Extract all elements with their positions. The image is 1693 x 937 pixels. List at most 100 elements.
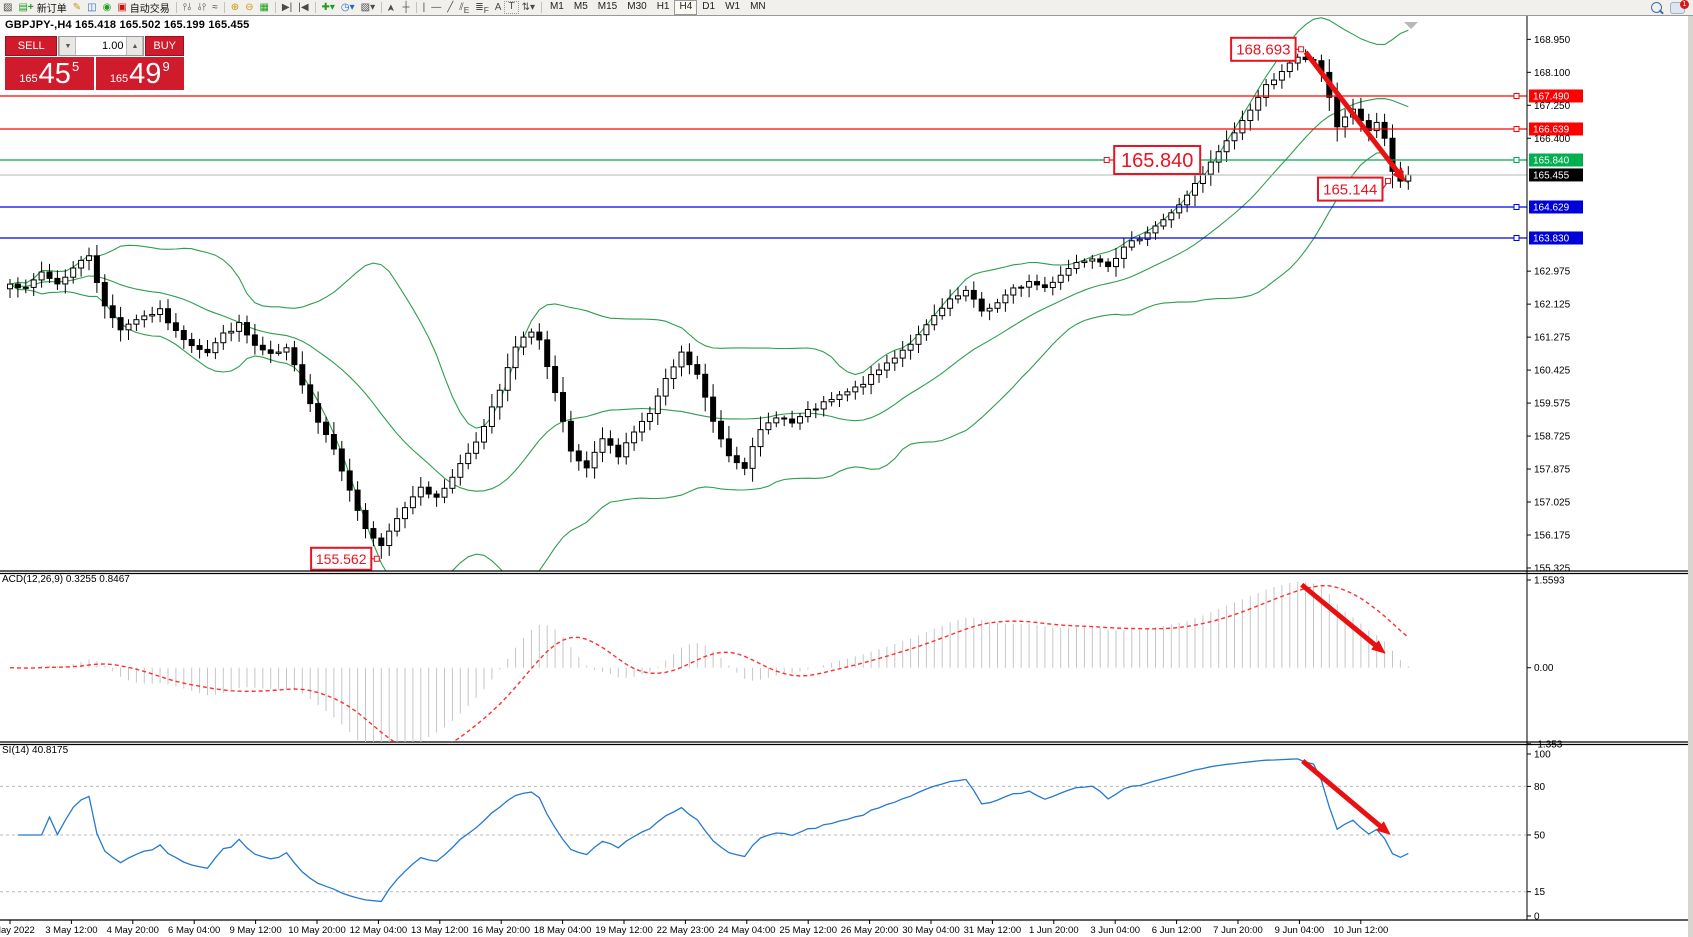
- signal-icon[interactable]: ◉: [102, 1, 112, 13]
- candle: [591, 451, 598, 469]
- candle: [212, 342, 219, 354]
- candle: [1065, 268, 1072, 276]
- chart-shift-icon[interactable]: |◀: [298, 1, 309, 13]
- chat-icon[interactable]: 1: [1670, 0, 1689, 14]
- candle: [836, 394, 843, 400]
- volume-down-spinner[interactable]: ▼: [59, 37, 77, 55]
- cursor-icon[interactable]: ➤: [386, 3, 398, 12]
- line-chart-icon[interactable]: ≈: [212, 1, 218, 13]
- time-label: 3 May 12:00: [45, 925, 97, 936]
- text-label-icon[interactable]: T: [504, 1, 519, 14]
- hline-164.629-tag[interactable]: [1529, 200, 1583, 214]
- autotrade-icon[interactable]: ▣: [117, 1, 127, 13]
- candle: [757, 429, 764, 448]
- timeframe-button-MN[interactable]: MN: [750, 1, 766, 12]
- autotrade-button[interactable]: 自动交易: [129, 4, 170, 15]
- buy-button[interactable]: BUY: [145, 36, 184, 56]
- timeframe-button-M5[interactable]: M5: [573, 1, 588, 12]
- hline-handle[interactable]: [1513, 157, 1520, 163]
- hline-handle[interactable]: [1513, 93, 1520, 99]
- candle: [1405, 174, 1412, 182]
- search-icon[interactable]: [1651, 2, 1662, 13]
- price-trend-arrow[interactable]: [1303, 50, 1403, 178]
- tile-windows-icon[interactable]: ▦: [259, 1, 269, 13]
- price-tick-label: 162.125: [1534, 300, 1571, 311]
- candle: [1373, 121, 1380, 132]
- rsi-trend-arrow[interactable]: [1301, 759, 1387, 832]
- candle: [236, 322, 243, 332]
- candle: [631, 431, 638, 444]
- templates-icon[interactable]: ▧▾: [360, 1, 376, 13]
- annotation-box-165.840[interactable]: [1113, 145, 1202, 175]
- crosshair-icon[interactable]: ┼: [402, 1, 410, 13]
- candle: [1002, 294, 1009, 304]
- auto-scroll-icon[interactable]: ▶|: [281, 1, 293, 13]
- candle: [860, 383, 867, 388]
- sell-button[interactable]: SELL: [5, 36, 58, 56]
- annotation-box-155.562[interactable]: [310, 546, 373, 571]
- time-label: 4 May 20:00: [107, 925, 159, 936]
- bollinger-lower: [9, 152, 1409, 571]
- zoom-in-icon[interactable]: ⊕: [230, 1, 240, 13]
- timeframe-button-M15[interactable]: M15: [597, 1, 618, 12]
- channel-icon[interactable]: ⫽E: [459, 1, 470, 15]
- candle: [409, 496, 416, 509]
- annotation-box-165.144[interactable]: [1317, 176, 1384, 202]
- price-tick-label: 166.400: [1534, 134, 1571, 145]
- candle: [702, 373, 709, 398]
- rsi-axis-label: 0: [1534, 912, 1540, 923]
- hline-handle[interactable]: [1513, 204, 1520, 210]
- candle: [1239, 120, 1246, 134]
- volume-up-spinner[interactable]: ▲: [126, 37, 144, 55]
- bar-chart-icon[interactable]: ⫯⫰: [182, 1, 192, 13]
- candle: [725, 438, 732, 457]
- indicators-icon[interactable]: ✚▾: [321, 1, 335, 13]
- candle: [1073, 262, 1080, 270]
- hline-handle[interactable]: [1513, 126, 1520, 132]
- new-order-icon[interactable]: ▤+: [18, 1, 34, 13]
- hline-165.840-tag[interactable]: [1529, 153, 1583, 167]
- hline-166.639-tag[interactable]: [1529, 122, 1583, 136]
- current-price-tag[interactable]: [1529, 168, 1583, 182]
- annotation-box-168.693[interactable]: [1230, 36, 1297, 62]
- price-tick-label: 168.100: [1534, 68, 1571, 79]
- hline-167.490-tag[interactable]: [1529, 89, 1583, 103]
- market-icon[interactable]: ◫: [87, 1, 97, 13]
- timeframe-button-M1[interactable]: M1: [549, 1, 564, 12]
- rsi-axis-label: 15: [1534, 887, 1546, 898]
- hline-handle[interactable]: [1513, 235, 1520, 241]
- new-order-button[interactable]: 新订单: [36, 4, 67, 15]
- arrows-tool-icon[interactable]: ⇅▾: [521, 1, 535, 13]
- trendline-icon[interactable]: ╱: [447, 1, 454, 13]
- buy-price-display[interactable]: 165 49 9: [95, 57, 184, 90]
- horizontal-line-icon[interactable]: —: [431, 1, 442, 13]
- macd-indicator: [9, 581, 1409, 742]
- macd-trend-arrow[interactable]: [1300, 582, 1382, 651]
- candle: [686, 351, 693, 366]
- time-label: 30 May 04:00: [902, 925, 960, 936]
- candle: [133, 319, 140, 325]
- sell-price-display[interactable]: 165 45 5: [5, 57, 94, 90]
- timeframe-button-D1[interactable]: D1: [702, 1, 716, 12]
- price-tick-label: 157.875: [1534, 465, 1571, 476]
- candle: [536, 331, 543, 341]
- zoom-out-icon[interactable]: ⊖: [245, 1, 254, 13]
- bollinger-upper: [9, 17, 1409, 429]
- fibonacci-icon[interactable]: ≣F: [475, 1, 489, 15]
- timeframe-button-H4[interactable]: H4: [674, 0, 698, 15]
- text-icon[interactable]: A: [494, 1, 502, 13]
- candle: [820, 401, 827, 410]
- vertical-line-icon[interactable]: |: [422, 1, 426, 13]
- metaeditor-icon[interactable]: ✎: [72, 1, 82, 13]
- scroll-end-marker[interactable]: [1404, 22, 1418, 29]
- timeframe-button-H1[interactable]: H1: [656, 1, 670, 12]
- candlestick-chart-icon[interactable]: ⫰⫯: [197, 1, 207, 13]
- timeframe-button-M30[interactable]: M30: [627, 1, 647, 12]
- rsi-line: [17, 758, 1409, 903]
- periods-icon[interactable]: ◷▾: [340, 1, 355, 13]
- timeframe-button-W1[interactable]: W1: [725, 1, 741, 12]
- hline-163.830-tag[interactable]: [1529, 231, 1583, 245]
- candlesticks: [7, 49, 1412, 559]
- volume-input[interactable]: [76, 37, 127, 55]
